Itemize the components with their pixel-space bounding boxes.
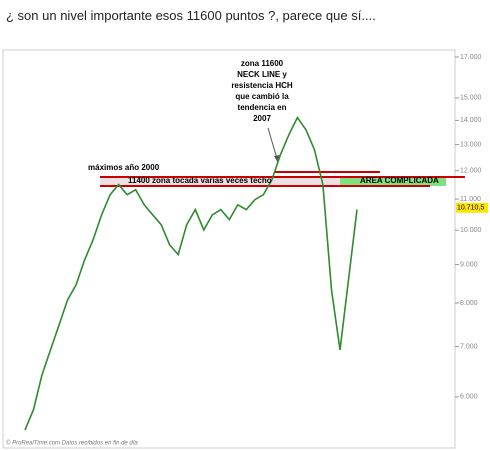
post-title: ¿ son un nivel importante esos 11600 pun… [6,8,376,23]
zone-band [100,176,430,186]
annotation: máximos año 2000 [88,163,160,172]
y-tick-label: 8.000 [460,300,478,307]
annotation: tendencia en [238,103,287,112]
last-price-box [456,202,488,213]
annotation: NECK LINE y [237,70,287,79]
y-tick-label: 12.000 [460,168,482,175]
source: © ProRealTime.com Datos recibidos en fin… [6,440,138,447]
plot-frame [2,49,456,449]
area-box [340,176,446,186]
annotation: que cambió la [235,92,289,101]
y-tick-label: 10.000 [460,227,482,234]
y-tick-label: 13.000 [460,141,482,148]
annotation: 11400 zona tocada varias veces techo [128,176,272,185]
plot: 6.000 7.000 8.000 9.000 10.000 11.000 12.000 13… [6,54,488,447]
annotation: 2007 [253,114,271,123]
y-tick-label: 17.000 [460,54,482,61]
last-price-label: 10.710,5 [457,205,484,212]
y-tick-label: 9.000 [460,261,478,268]
y-tick-label: 6.000 [460,394,478,401]
y-tick-label: 15.000 [460,95,482,102]
annotation: zona 11600 [241,59,284,68]
price-line [24,116,358,431]
y-tick-label: 11.000 [460,196,481,203]
annotation: AREA COMPLICADA [360,176,439,185]
y-tick-label: 14.000 [460,117,482,124]
annotation: resistencia HCH [231,81,293,90]
y-tick-label: 7.000 [460,343,478,350]
